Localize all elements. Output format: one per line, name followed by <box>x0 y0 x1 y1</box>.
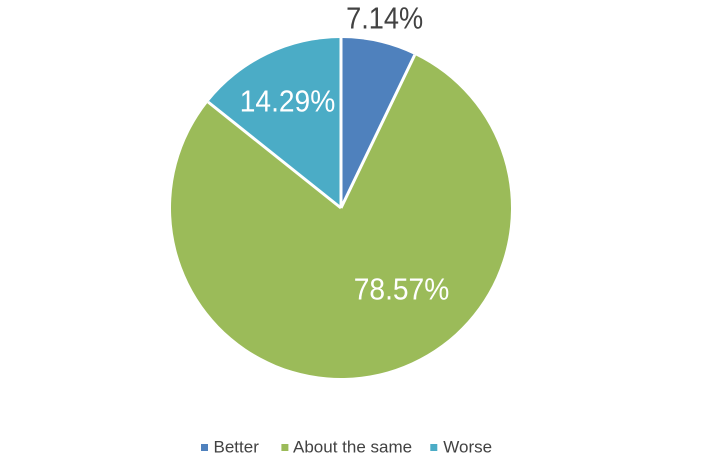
svg-text:About the same: About the same <box>293 438 412 457</box>
svg-text:Worse: Worse <box>443 438 492 457</box>
svg-text:14.29%: 14.29% <box>240 85 336 119</box>
svg-text:Better: Better <box>214 438 260 457</box>
svg-text:7.14%: 7.14% <box>346 2 423 36</box>
svg-text:78.57%: 78.57% <box>354 273 450 307</box>
